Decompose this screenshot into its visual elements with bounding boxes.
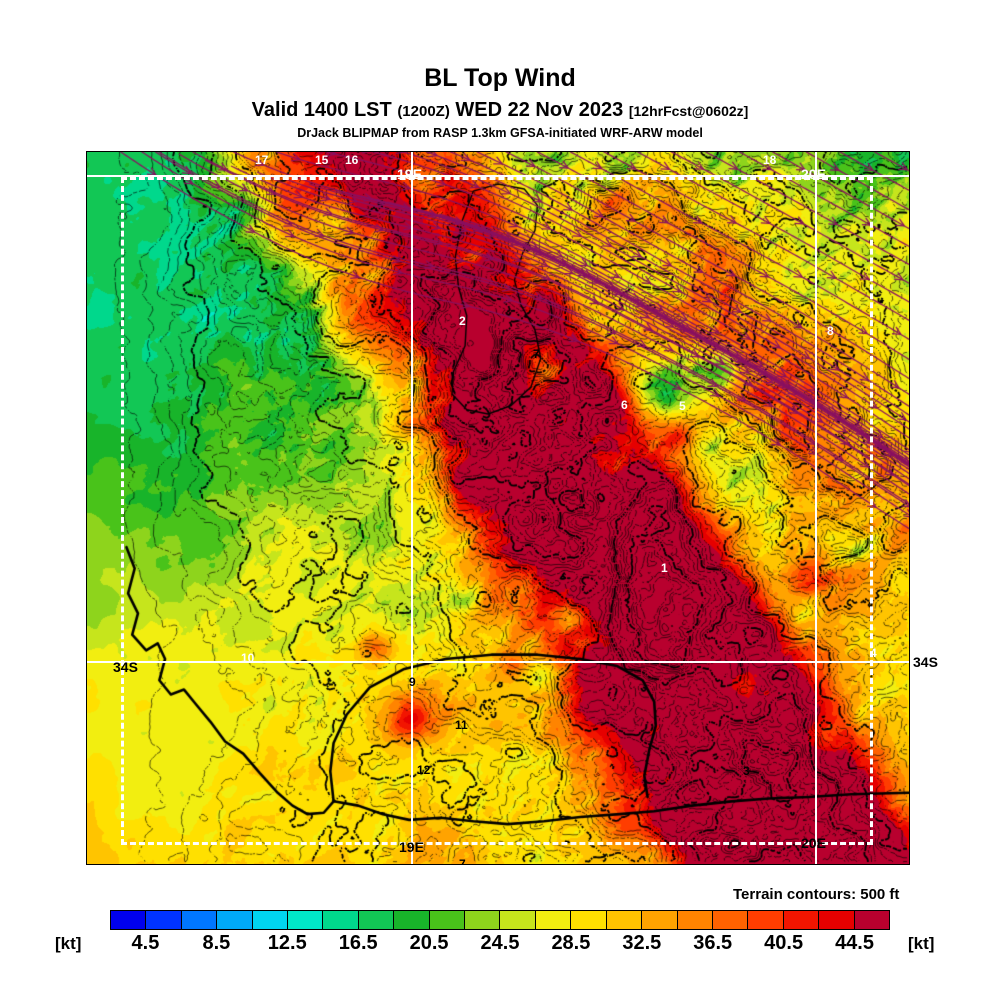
colorbar-swatch: [288, 911, 324, 929]
colorbar-swatch: [429, 911, 466, 929]
colorbar-swatch: [712, 911, 749, 929]
colorbar-swatch: [500, 911, 536, 929]
colorbar-tick: 8.5: [202, 932, 231, 954]
colorbar-swatch: [465, 911, 501, 929]
colorbar-swatch: [323, 911, 359, 929]
colorbar-tick: 20.5: [409, 932, 449, 954]
page-title: BL Top Wind: [424, 64, 576, 92]
valid-time-line: Valid 1400 LST (1200Z) WED 22 Nov 2023 […: [0, 100, 1000, 120]
colorbar-tick: 16.5: [338, 932, 378, 954]
colorbar-legend: [kt] 4.5 8.5 12.5 16.5 20.5 24.5 28.5 32.5 36.5 4…: [0, 900, 1000, 960]
colorbar-tick: 36.5: [693, 932, 733, 954]
colorbar-swatch: [146, 911, 182, 929]
colorbar-swatch: [677, 911, 713, 929]
colorbar-swatch: [358, 911, 395, 929]
colorbar-swatch: [783, 911, 820, 929]
valid-time-utc: (1200Z): [397, 103, 450, 120]
colorbar-unit-left: [kt]: [55, 934, 82, 953]
colorbar-unit-right: [kt]: [908, 934, 935, 953]
colorbar-swatch: [111, 911, 147, 929]
colorbar-swatch: [819, 911, 855, 929]
terrain-contour-note: Terrain contours: 500 ft: [733, 886, 900, 903]
colorbar-swatch: [854, 911, 889, 929]
colorbar-tick: 32.5: [622, 932, 662, 954]
colorbar-swatch: [252, 911, 289, 929]
colorbar-tick: 44.5: [835, 932, 874, 954]
model-credit-line: DrJack BLIPMAP from RASP 1.3km GFSA-init…: [297, 126, 703, 140]
colorbar-swatch: [571, 911, 607, 929]
weather-map[interactable]: 19E 20E 19E 20E 34S 17 15 16 18 2 7 8 5 6 1 4 10 9 11 12 3 7: [86, 151, 910, 865]
title-block: BL Top Wind Valid 1400 LST (1200Z) WED 2…: [0, 0, 1000, 140]
colorbar-tick: 40.5: [764, 932, 804, 954]
colorbar-swatch: [181, 911, 218, 929]
colorbar-tick: 4.5: [131, 932, 160, 954]
lat-label-right: 34S: [913, 654, 938, 670]
wind-speed-field-canvas: [87, 152, 909, 864]
colorbar-tick: 28.5: [551, 932, 591, 954]
colorbar-tick: 12.5: [267, 932, 307, 954]
colorbar-tick: 24.5: [480, 932, 520, 954]
colorbar-swatch: [606, 911, 643, 929]
colorbar-swatch: [748, 911, 784, 929]
forecast-tag: [12hrFcst@0602z]: [628, 103, 749, 119]
valid-time-prefix: Valid 1400 LST: [251, 99, 392, 121]
valid-date: WED 22 Nov 2023: [455, 99, 624, 121]
colorbar-swatch: [535, 911, 572, 929]
colorbar-tick-labels: 4.5 8.5 12.5 16.5 20.5 24.5 28.5 32.5 36.5 40.5 44…: [110, 932, 890, 958]
colorbar-swatch: [642, 911, 678, 929]
colorbar-swatch: [394, 911, 430, 929]
colorbar-swatch: [217, 911, 253, 929]
colorbar-swatches: [110, 910, 890, 930]
